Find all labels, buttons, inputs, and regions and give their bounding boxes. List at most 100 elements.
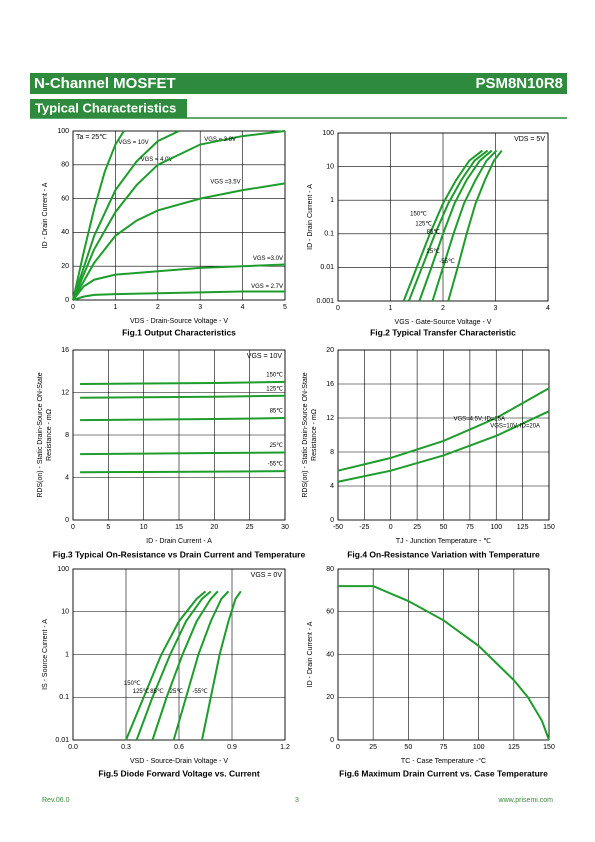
x-tick-label: 75: [466, 524, 474, 531]
series-line: [72, 182, 286, 301]
plot-frame: [72, 568, 286, 741]
series-line: [407, 149, 489, 302]
x-tick-label: 2: [156, 304, 160, 311]
x-tick-label: 3: [198, 304, 202, 311]
y-axis-label: Resistance - mΩ: [46, 409, 53, 461]
series-line: [418, 149, 493, 302]
y-axis-label: IS - Source Current - A: [42, 619, 49, 690]
chart-title: Fig.6 Maximum Drain Current vs. Case Tem…: [339, 768, 548, 778]
series-line: [402, 149, 483, 302]
y-tick-label: 16: [61, 347, 69, 354]
x-tick-label: 0.6: [174, 744, 184, 751]
x-tick-label: 0.9: [227, 744, 237, 751]
chart-title: Fig.2 Typical Transfer Characteristic: [370, 327, 516, 337]
y-tick-label: 100: [57, 566, 69, 573]
part-number: PSM8N10R8: [475, 75, 563, 92]
x-tick-label: 100: [473, 744, 485, 751]
x-tick-label: 1.2: [280, 744, 290, 751]
y-tick-label: 10: [326, 163, 334, 170]
series-line: [447, 149, 503, 302]
x-tick-label: 125: [517, 524, 529, 531]
x-tick-label: 150: [543, 524, 555, 531]
x-tick-label: 25: [413, 524, 421, 531]
series-label: VGS =3.0V: [253, 256, 283, 262]
series-label: -55℃: [268, 462, 284, 468]
y-axis-label: Resistance - mΩ: [311, 409, 318, 461]
x-tick-label: 20: [210, 524, 218, 531]
y-tick-label: 16: [326, 381, 334, 388]
y-axis-label: RDS(on) - Static Drain-Source ON-State: [302, 372, 309, 497]
plot-frame: [337, 132, 549, 302]
x-tick-label: 10: [140, 524, 148, 531]
x-tick-label: 2: [441, 305, 445, 312]
series-line: [80, 451, 286, 456]
series-line: [200, 590, 242, 741]
y-tick-label: 12: [326, 415, 334, 422]
x-axis-label: TC - Case Temperature -°C: [401, 757, 486, 765]
y-tick-label: 60: [61, 195, 69, 202]
y-axis-label: ID - Drain Current - A: [42, 182, 49, 248]
y-tick-label: 10: [61, 609, 69, 616]
annotation: VDS = 5V: [514, 136, 545, 143]
x-tick-label: 50: [404, 744, 412, 751]
plot-frame: [337, 568, 550, 741]
y-tick-label: 0.1: [324, 231, 334, 238]
series-label: 25℃: [170, 689, 184, 695]
y-tick-label: 0.01: [55, 737, 69, 744]
y-tick-label: 40: [326, 651, 334, 658]
y-tick-label: 0.1: [59, 694, 69, 701]
x-tick-label: 0: [71, 304, 75, 311]
x-tick-label: 5: [283, 304, 287, 311]
x-tick-label: 25: [369, 744, 377, 751]
footer-url: www.prisemi.com: [498, 797, 554, 804]
y-tick-label: 80: [61, 162, 69, 169]
series-line: [431, 149, 498, 302]
x-tick-label: 30: [281, 524, 289, 531]
series-line: [80, 470, 286, 474]
header-band: [30, 73, 567, 94]
series-label: 125℃: [266, 386, 283, 392]
y-tick-label: 100: [322, 130, 334, 137]
series-line: [72, 290, 285, 301]
x-tick-label: 25: [246, 524, 254, 531]
x-axis-label: VDS - Drain-Source Voltage - V: [130, 318, 228, 325]
plot-frame: [337, 349, 550, 521]
footer-page: 3: [295, 797, 299, 804]
y-tick-label: 12: [61, 389, 69, 396]
series-line: [338, 585, 550, 741]
series-line: [72, 130, 286, 301]
series-line: [125, 590, 207, 741]
series-label: 25℃: [427, 249, 441, 255]
y-tick-label: 0: [330, 517, 334, 524]
series-label: 85℃: [270, 409, 284, 415]
y-tick-label: 20: [326, 347, 334, 354]
series-label: 125℃: [133, 689, 150, 695]
x-axis-label: VSD - Source-Drain Voltage - V: [130, 758, 228, 765]
y-tick-label: 80: [326, 566, 334, 573]
plot-frame: [72, 130, 286, 301]
x-tick-label: 0: [389, 524, 393, 531]
series-line: [72, 263, 286, 301]
y-tick-label: 0: [330, 737, 334, 744]
y-tick-label: 0.001: [316, 298, 334, 305]
series-line: [337, 410, 550, 483]
series-line: [337, 387, 550, 472]
series-label: VGS = 2.7V: [251, 284, 283, 290]
x-tick-label: 0: [71, 524, 75, 531]
series-line: [72, 130, 180, 301]
plot-frame: [72, 349, 286, 521]
series-line: [72, 130, 125, 301]
series-label: 85℃: [427, 229, 441, 235]
x-tick-label: 5: [106, 524, 110, 531]
y-tick-label: 1: [65, 651, 69, 658]
series-label: 150℃: [124, 681, 141, 687]
series-line: [151, 590, 219, 741]
x-tick-label: 0.3: [121, 744, 131, 751]
y-tick-label: 8: [65, 432, 69, 439]
x-tick-label: 100: [490, 524, 502, 531]
chart-title: Fig.4 On-Resistance Variation with Tempe…: [347, 549, 540, 559]
annotation: VGS = 10V: [247, 353, 283, 360]
series-line: [80, 380, 286, 385]
x-tick-label: 4: [241, 304, 245, 311]
